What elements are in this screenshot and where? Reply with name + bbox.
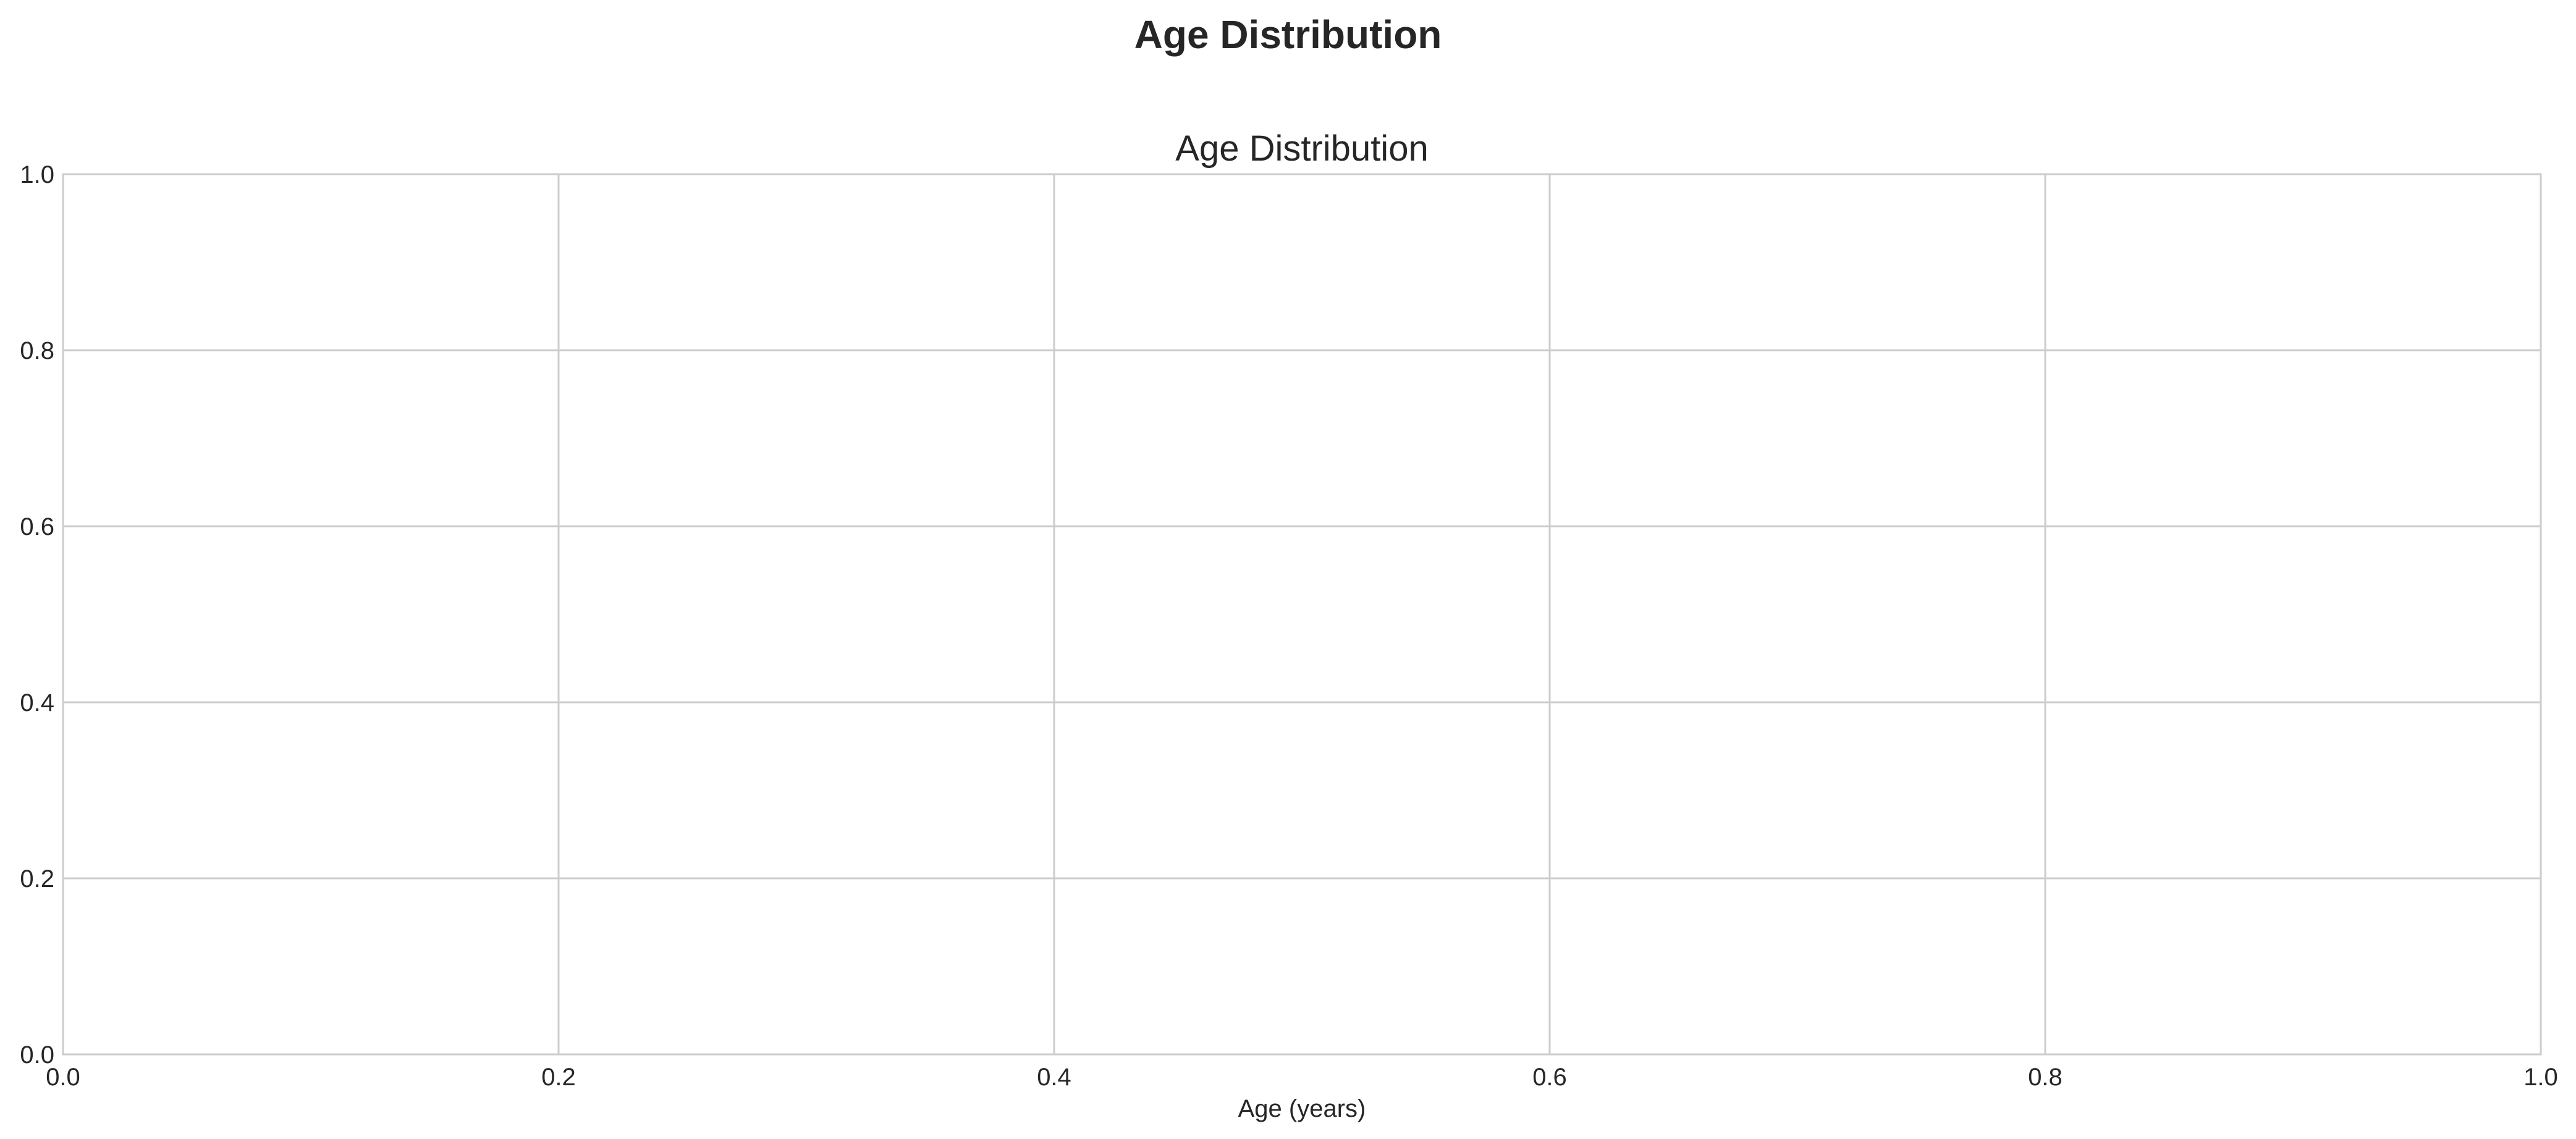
x-tick-label-2: 0.4 (1037, 1064, 1071, 1091)
plot-area-frame (62, 173, 2542, 1056)
y-tick-label-3: 0.6 (20, 513, 54, 540)
x-axis-label: Age (years) (1238, 1095, 1366, 1122)
x-tick-label-0: 0.0 (46, 1064, 80, 1091)
x-tick-labels: 0.0 0.2 0.4 0.6 0.8 1.0 (46, 1064, 2558, 1091)
x-tick-label-5: 1.0 (2523, 1064, 2558, 1091)
x-tick-label-3: 0.6 (1532, 1064, 1567, 1091)
y-tick-label-5: 1.0 (20, 161, 54, 188)
grid-layer (62, 173, 2542, 1056)
y-tick-label-2: 0.4 (20, 689, 54, 717)
x-tick-label-4: 0.8 (2028, 1064, 2063, 1091)
y-tick-label-4: 0.8 (20, 337, 54, 364)
y-tick-labels: 0.0 0.2 0.4 0.6 0.8 1.0 (20, 161, 54, 1069)
y-tick-label-0: 0.0 (20, 1041, 54, 1069)
figure-suptitle: Age Distribution (1134, 12, 1442, 57)
y-tick-label-1: 0.2 (20, 865, 54, 893)
axes-title: Age Distribution (1175, 128, 1428, 169)
x-tick-label-1: 0.2 (541, 1064, 576, 1091)
